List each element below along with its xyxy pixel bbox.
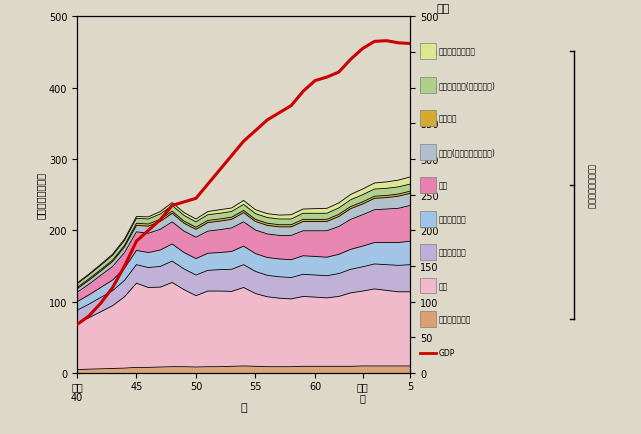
Y-axis label: 炭素換算百万トン: 炭素換算百万トン — [36, 172, 46, 219]
Text: GDP: GDP — [439, 349, 456, 357]
Text: 民生（家庭）: 民生（家庭） — [439, 248, 467, 257]
Text: 統計誤差: 統計誤差 — [439, 115, 458, 123]
Text: 兆円: 兆円 — [437, 4, 450, 14]
X-axis label: 年: 年 — [240, 402, 247, 412]
Text: 運輸: 運輸 — [439, 181, 448, 190]
Text: 産業: 産業 — [439, 282, 448, 290]
Text: エネルギー消費関連: エネルギー消費関連 — [587, 163, 595, 208]
Text: 廃棄物（焼却等）: 廃棄物（焼却等） — [439, 48, 476, 56]
Text: 工業プロセス(石灰石消費): 工業プロセス(石灰石消費) — [439, 81, 496, 90]
Text: エネルギー転換: エネルギー転換 — [439, 315, 472, 324]
Text: 民生（業務）: 民生（業務） — [439, 215, 467, 224]
Text: その他(非エネルギー用途): その他(非エネルギー用途) — [439, 148, 496, 157]
